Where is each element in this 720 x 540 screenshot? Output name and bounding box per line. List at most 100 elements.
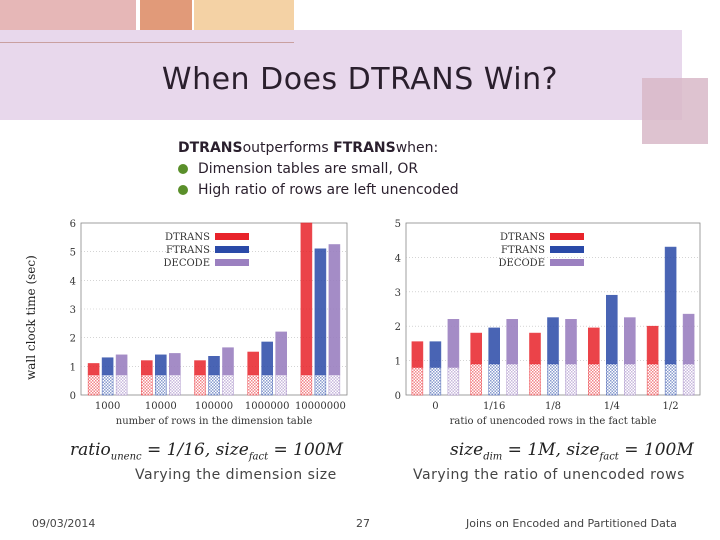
bar-base-dtrans xyxy=(141,374,153,396)
formula-text: ratio xyxy=(70,440,111,460)
formula-sub: fact xyxy=(248,451,269,463)
bar-decode xyxy=(222,347,234,376)
legend-swatch xyxy=(550,259,584,266)
x-tick-label: 1/16 xyxy=(483,401,505,412)
formula-text: size xyxy=(450,440,484,460)
bar-base-dtrans xyxy=(247,374,259,396)
bar-base-ftrans xyxy=(155,374,167,396)
y-tick-label: 1 xyxy=(395,357,401,368)
legend-label: FTRANS xyxy=(501,245,545,256)
bar-ftrans xyxy=(208,356,220,376)
bar-base-ftrans xyxy=(261,374,273,396)
bar-base-dtrans xyxy=(646,363,659,396)
x-axis-label: number of rows in the dimension table xyxy=(116,416,313,427)
y-tick-label: 5 xyxy=(395,219,401,230)
bar-base-decode xyxy=(115,374,128,396)
legend-swatch xyxy=(215,233,249,240)
bullet-text: High ratio of rows are left unencoded xyxy=(198,182,459,198)
bar-base-decode xyxy=(447,367,460,396)
bar-base-dtrans xyxy=(588,363,600,396)
header-decor-band xyxy=(0,30,682,120)
intro-dtrans: DTRANS xyxy=(178,140,243,156)
bar-base-ftrans xyxy=(606,363,618,396)
bar-ftrans xyxy=(101,357,114,376)
x-tick-label: 10000000 xyxy=(295,401,346,412)
bar-base-decode xyxy=(169,374,181,396)
footer-date: 09/03/2014 xyxy=(32,517,96,530)
bar-base-ftrans xyxy=(101,374,114,396)
bar-base-ftrans xyxy=(547,363,559,396)
bar-ftrans xyxy=(314,248,327,376)
y-tick-label: 0 xyxy=(395,391,401,402)
caption-left: Varying the dimension size xyxy=(135,467,337,483)
bar-decode xyxy=(169,353,181,376)
y-tick-label: 4 xyxy=(395,253,401,264)
bar-decode xyxy=(447,319,460,368)
bar-base-dtrans xyxy=(529,363,541,396)
bar-base-decode xyxy=(222,374,234,396)
y-tick-label: 1 xyxy=(70,362,76,373)
formula-left: ratiounenc = 1/16, sizefact = 100M xyxy=(70,440,343,462)
bar-base-dtrans xyxy=(411,367,424,396)
bar-base-ftrans xyxy=(429,367,442,396)
x-tick-label: 100000 xyxy=(195,401,233,412)
bar-dtrans xyxy=(588,327,600,365)
bar-ftrans xyxy=(429,341,442,368)
intro-text: DTRANSoutperforms FTRANSwhen: Dimension … xyxy=(178,138,459,201)
formula-right: sizedim = 1M, sizefact = 100M xyxy=(450,440,694,462)
intro-end: when: xyxy=(395,140,439,156)
footer-page-number: 27 xyxy=(356,517,370,530)
bar-base-decode xyxy=(682,363,695,396)
formula-sub: fact xyxy=(599,451,619,463)
formula-sub: dim xyxy=(483,451,503,463)
bar-decode xyxy=(506,319,518,365)
bar-decode xyxy=(624,317,636,365)
bar-base-ftrans xyxy=(314,374,327,396)
bar-base-decode xyxy=(624,363,636,396)
legend-swatch xyxy=(550,233,584,240)
x-tick-label: 1000 xyxy=(95,401,120,412)
legend-label: DECODE xyxy=(499,258,545,269)
bullet-text: Dimension tables are small, OR xyxy=(198,161,419,177)
y-tick-label: 2 xyxy=(70,334,76,345)
x-tick-label: 1000000 xyxy=(245,401,290,412)
bar-base-ftrans xyxy=(488,363,500,396)
bullet-dot-icon xyxy=(178,185,188,195)
header-decor-mauve xyxy=(642,78,708,144)
bar-base-decode xyxy=(506,363,518,396)
bar-ftrans xyxy=(261,341,273,376)
bar-ftrans xyxy=(547,317,559,365)
bar-base-decode xyxy=(328,374,341,396)
chart-dimension-size: 0 1 2 3 4 5 6 1000 10000 100000 1000000 10000000 DTR… xyxy=(70,219,348,427)
legend-swatch xyxy=(215,246,249,253)
bar-dtrans xyxy=(411,341,424,368)
intro-mid: outperforms xyxy=(242,140,334,156)
bar-dtrans xyxy=(141,360,153,376)
legend-label: FTRANS xyxy=(166,245,210,256)
bar-base-dtrans xyxy=(194,374,206,396)
x-tick-label: 0 xyxy=(432,401,438,412)
bar-decode xyxy=(682,313,695,365)
bar-ftrans xyxy=(488,327,500,365)
bar-ftrans xyxy=(155,354,167,376)
bullet-item: High ratio of rows are left unencoded xyxy=(178,180,459,201)
bar-dtrans xyxy=(300,222,313,376)
bullet-dot-icon xyxy=(178,164,188,174)
bar-base-dtrans xyxy=(87,374,100,396)
bar-base-decode xyxy=(565,363,577,396)
y-axis-label: wall clock time (sec) xyxy=(24,255,38,380)
y-tick-label: 3 xyxy=(395,288,401,299)
x-tick-label: 10000 xyxy=(145,401,177,412)
bar-dtrans xyxy=(194,360,206,376)
bar-dtrans xyxy=(529,332,541,365)
y-tick-label: 0 xyxy=(70,391,76,402)
legend-swatch xyxy=(550,246,584,253)
legend-label: DECODE xyxy=(164,258,210,269)
bar-ftrans xyxy=(606,294,618,365)
bullet-item: Dimension tables are small, OR xyxy=(178,159,459,180)
x-tick-label: 1/8 xyxy=(545,401,561,412)
y-tick-label: 4 xyxy=(70,276,76,287)
chart-unencoded-ratio: 0 1 2 3 4 5 0 1/16 1/8 1/4 1/2 DTRANS FTRANS DECODE ra… xyxy=(395,219,701,427)
intro-ftrans: FTRANS xyxy=(333,140,396,156)
bar-dtrans xyxy=(646,325,659,365)
